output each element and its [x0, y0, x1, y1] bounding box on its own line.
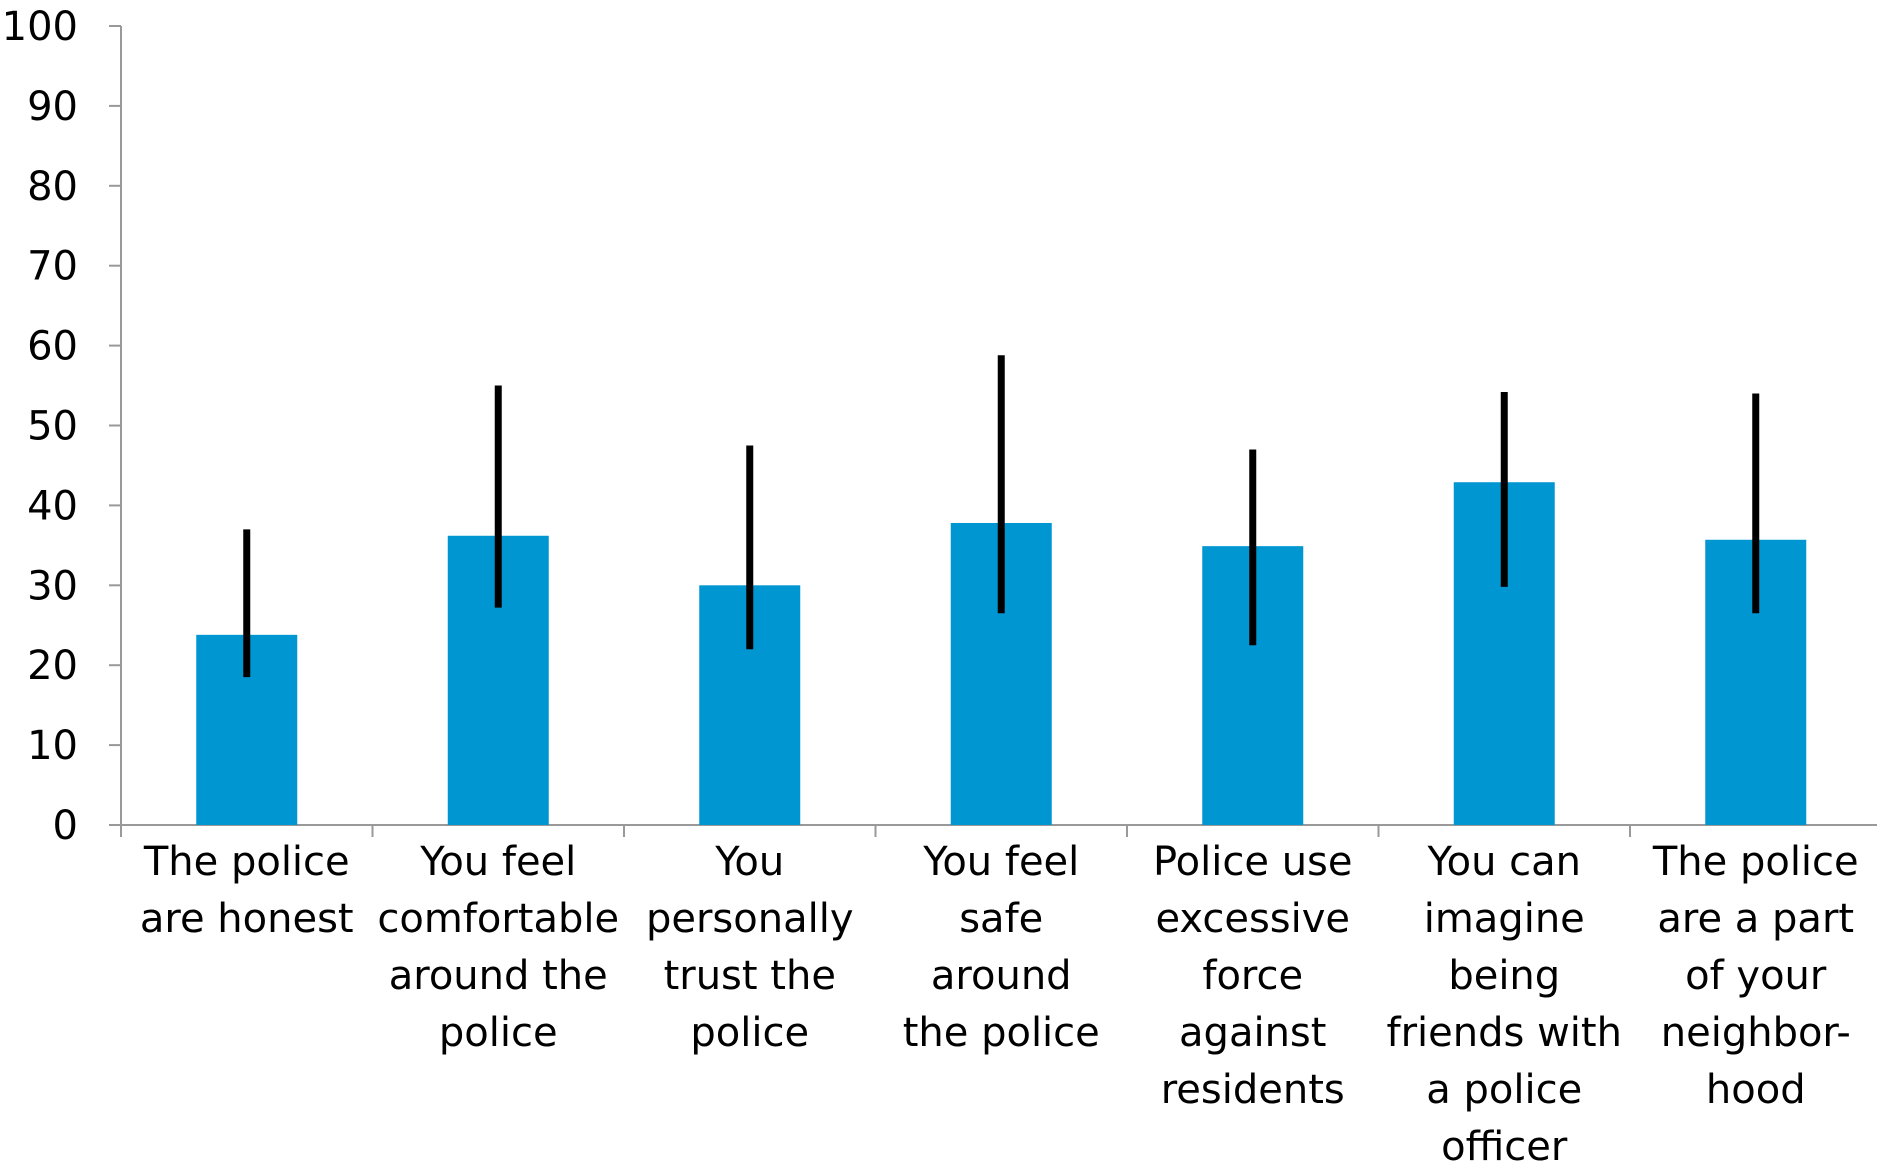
category-label-line: hood	[1706, 1067, 1806, 1113]
category-label-line: are a part	[1657, 896, 1854, 942]
category-label-line: around	[931, 953, 1072, 999]
category-label-line: You feel	[922, 839, 1079, 885]
category-label: You feel comfortable around the police	[377, 839, 619, 1056]
category-label-line: safe	[959, 896, 1043, 942]
error-bars	[243, 355, 1760, 678]
category-label-line: friends with	[1387, 1010, 1622, 1056]
y-tick-label: 70	[27, 244, 78, 290]
category-label: The police are a part of your neighbor-hood	[1652, 839, 1859, 1113]
y-tick-label: 40	[27, 483, 78, 529]
category-label: The police are honest	[140, 839, 354, 942]
category-label-line: personally	[646, 896, 854, 942]
category-labels: The police are honest You feel comfortable a…	[140, 839, 1859, 1170]
category-label-line: police	[439, 1010, 558, 1056]
category-label-line: You	[714, 839, 784, 885]
category-label-line: are honest	[140, 896, 354, 942]
category-label: Police use excessive force against residents	[1153, 839, 1353, 1113]
category-label-line: trust the	[664, 953, 836, 999]
y-tick-label: 10	[27, 723, 78, 769]
category-label-line: force	[1202, 953, 1303, 999]
category-label-line: the police	[903, 1010, 1100, 1056]
y-tick-label: 100	[2, 4, 78, 50]
category-label-line: The police	[1652, 839, 1859, 885]
category-label-line: police	[690, 1010, 809, 1056]
category-label-line: Police use	[1153, 839, 1353, 885]
category-label-line: imagine	[1424, 896, 1585, 942]
category-label-line: a police	[1426, 1067, 1582, 1113]
category-label-line: excessive	[1155, 896, 1350, 942]
category-label-line: comfortable	[377, 896, 619, 942]
category-label-line: officer	[1441, 1124, 1568, 1170]
y-tick-label: 30	[27, 563, 78, 609]
category-label-line: around the	[389, 953, 608, 999]
category-label-line: You feel	[419, 839, 576, 885]
y-tick-label: 80	[27, 164, 78, 210]
category-label: You feel safe around the police	[903, 839, 1100, 1056]
x-axis	[120, 824, 1877, 837]
category-label-line: being	[1448, 953, 1560, 999]
y-axis: 0 10 20 30 40 50 60 70 80 90 100	[2, 4, 122, 849]
y-tick-label: 60	[27, 324, 78, 370]
y-tick-label: 0	[53, 803, 78, 849]
y-tick-label: 50	[27, 404, 78, 450]
category-label: You can imagine being friends with a police o…	[1387, 839, 1622, 1170]
category-label-line: neighbor-	[1661, 1010, 1851, 1056]
category-label: You personally trust the police	[646, 839, 854, 1056]
category-label-line: residents	[1161, 1067, 1345, 1113]
category-label-line: The police	[143, 839, 350, 885]
y-tick-label: 20	[27, 643, 78, 689]
y-tick-label: 90	[27, 84, 78, 130]
category-label-line: of your	[1685, 953, 1827, 999]
category-label-line: against	[1179, 1010, 1326, 1056]
category-label-line: You can	[1426, 839, 1581, 885]
